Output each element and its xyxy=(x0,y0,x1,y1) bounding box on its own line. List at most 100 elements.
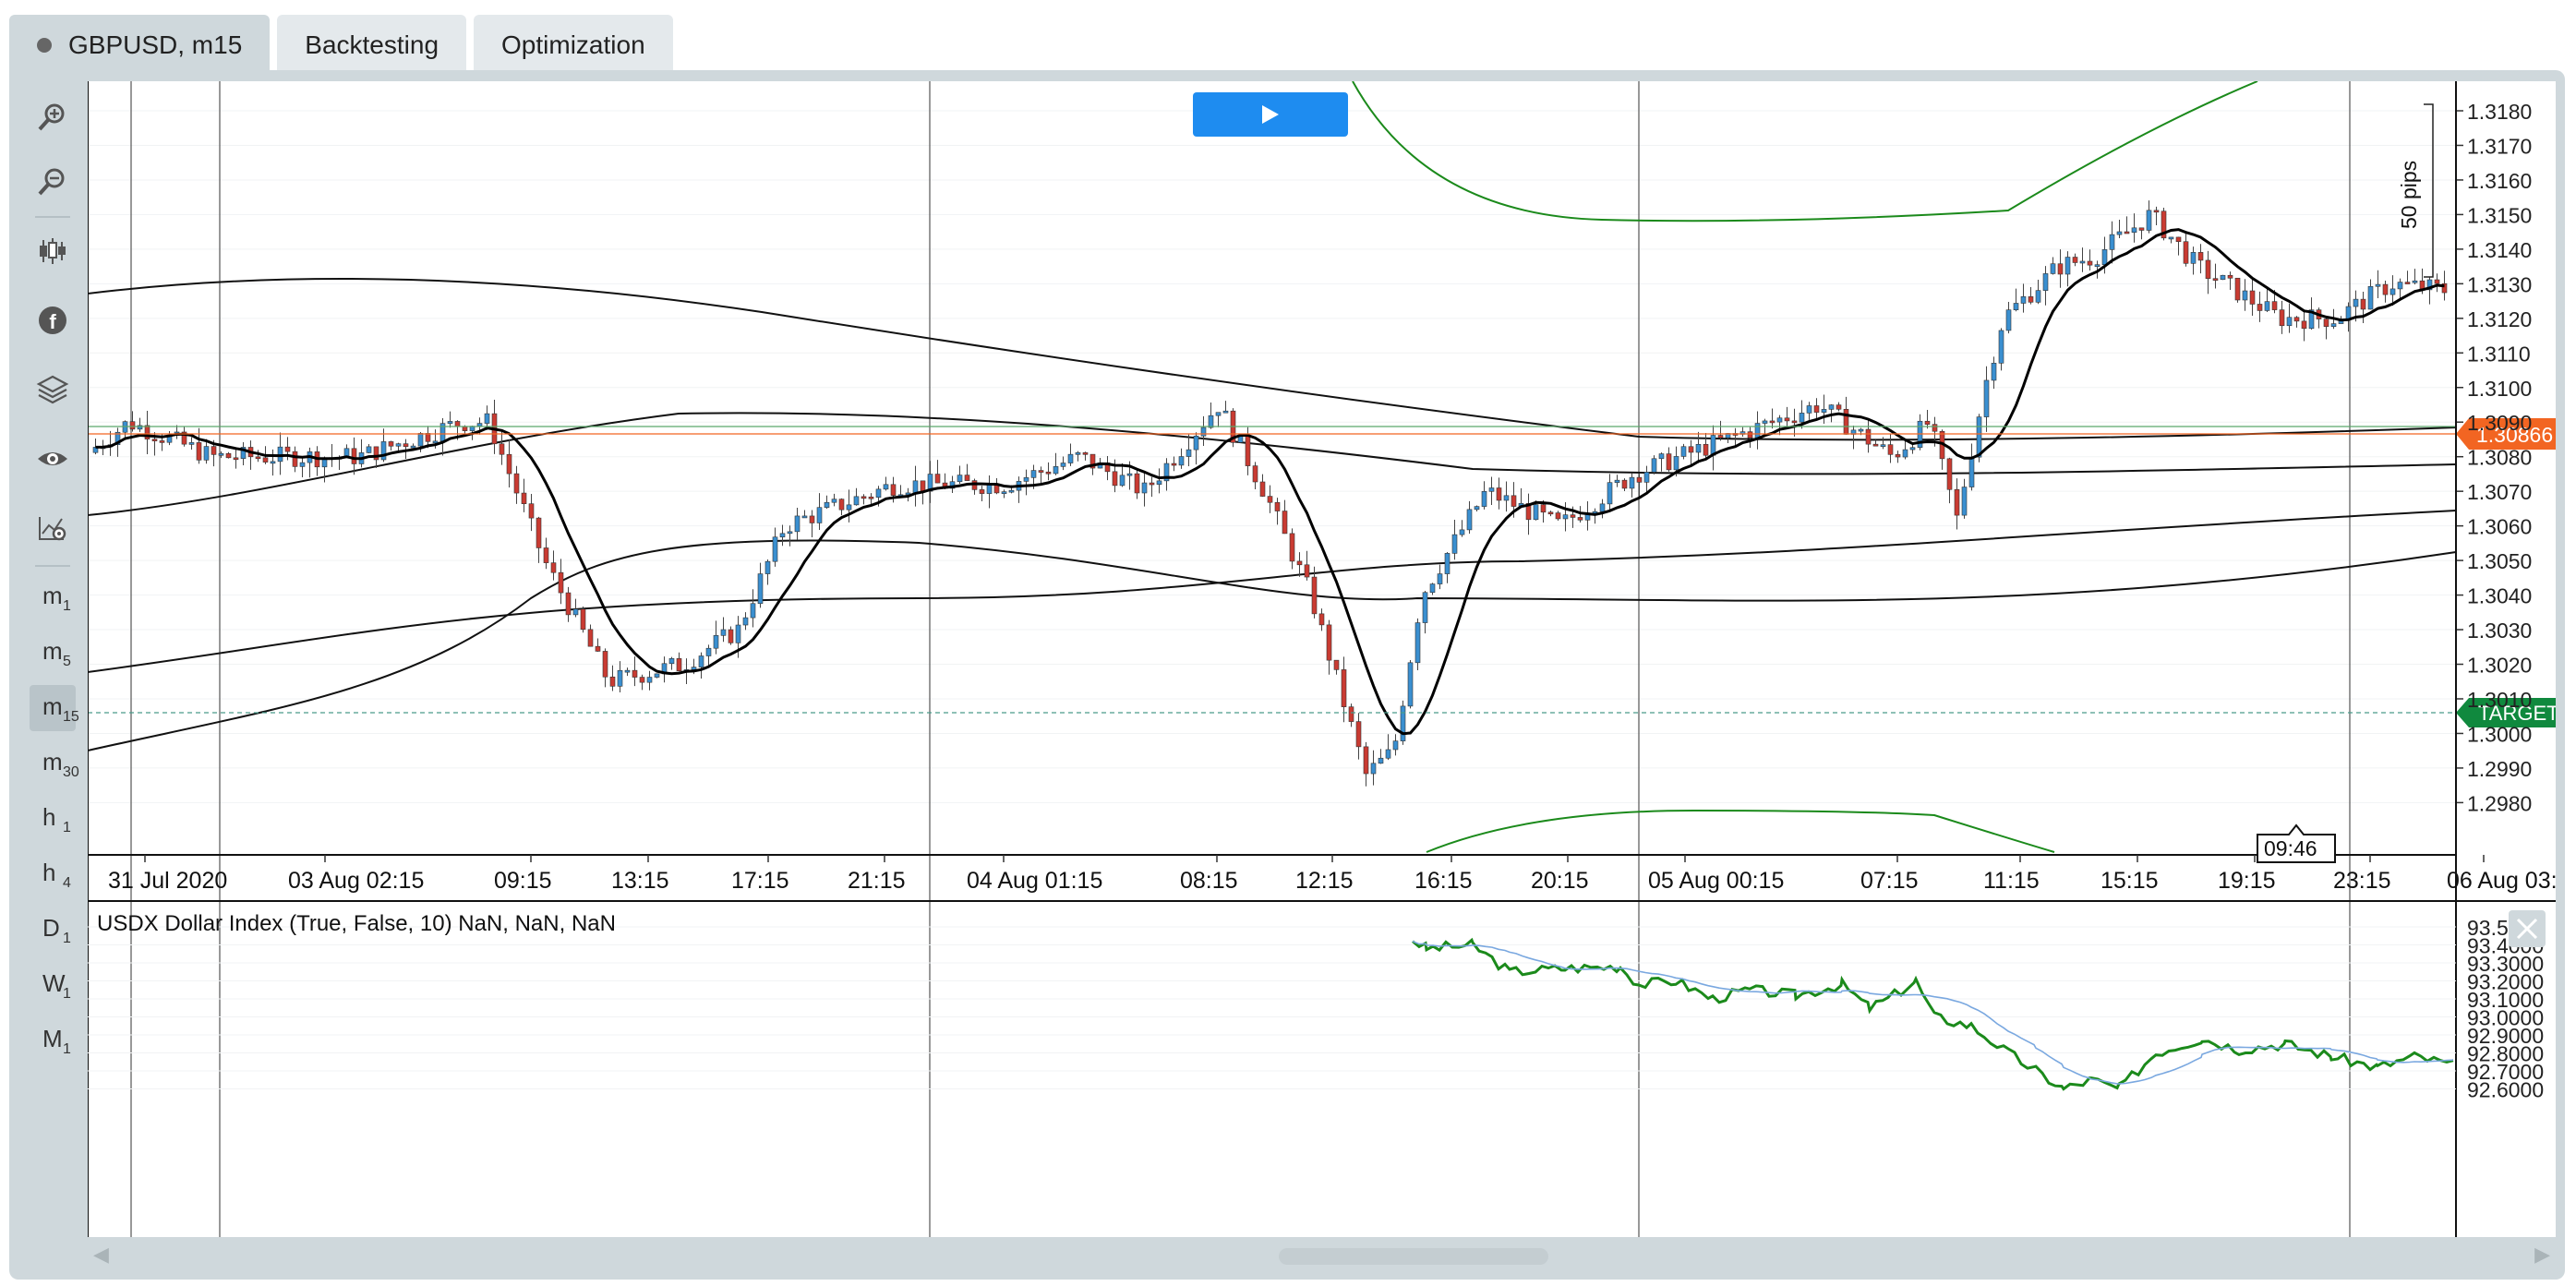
bull-candle xyxy=(2101,249,2108,266)
price-tick-label: 1.3000 xyxy=(2467,722,2532,746)
bear-candle xyxy=(1813,405,1820,413)
bull-candle xyxy=(2168,236,2174,240)
usdx-ma-line xyxy=(1412,940,2454,1085)
bull-candle xyxy=(572,608,579,616)
bull-candle xyxy=(1651,458,1657,473)
bear-candle xyxy=(1666,453,1672,471)
bear-candle xyxy=(1252,465,1258,483)
bull-candle xyxy=(2242,290,2248,301)
bear-candle xyxy=(890,484,897,496)
scroll-thumb[interactable] xyxy=(1279,1248,1548,1265)
bear-candle xyxy=(1769,420,1776,424)
bull-candle xyxy=(1754,423,1761,439)
timeframe-m15-button[interactable]: m 15 xyxy=(30,685,79,731)
bear-candle xyxy=(1245,435,1251,466)
day-separators xyxy=(130,81,2351,1237)
bear-candle xyxy=(284,446,291,452)
bull-candle xyxy=(2042,273,2049,291)
time-tick-label: 04 Aug 01:15 xyxy=(967,868,1102,894)
zoom-out-icon[interactable] xyxy=(30,159,76,205)
timeframe-m30-button[interactable]: m 30 xyxy=(42,748,79,780)
candles-icon[interactable] xyxy=(30,228,76,274)
bear-candle xyxy=(151,439,158,441)
bull-candle xyxy=(417,433,424,447)
bear-candle xyxy=(499,443,505,455)
bull-candle xyxy=(2146,210,2152,231)
usdx-indicator-title: USDX Dollar Index (True, False, 10) NaN,… xyxy=(97,911,616,936)
bull-candle xyxy=(794,515,800,533)
usdx-tick-label: 93.3000 xyxy=(2467,952,2544,976)
bear-candle xyxy=(1791,420,1798,424)
tab-backtesting[interactable]: Backtesting xyxy=(277,15,467,72)
bull-candle xyxy=(875,488,882,499)
bear-candle xyxy=(587,629,594,647)
scroll-right-icon[interactable]: ▶ xyxy=(2534,1243,2550,1266)
indicator-f-icon[interactable]: f xyxy=(30,297,76,343)
zoom-in-icon[interactable] xyxy=(30,94,76,140)
bull-candle xyxy=(927,474,933,492)
price-tick-label: 1.3020 xyxy=(2467,654,2532,678)
price-tick-label: 1.3030 xyxy=(2467,619,2532,643)
bull-candle xyxy=(1533,504,1539,521)
close-icon[interactable] xyxy=(2516,918,2538,940)
eye-icon[interactable] xyxy=(30,436,76,482)
bear-candle xyxy=(2028,296,2034,303)
bull-candle xyxy=(698,655,704,667)
bear-candle xyxy=(639,677,645,683)
tab-chart-gbpusd[interactable]: GBPUSD, m15 xyxy=(9,15,271,72)
tab-bar: GBPUSD, m15 Backtesting Optimization xyxy=(9,15,673,72)
bull-candle xyxy=(2079,260,2086,264)
scroll-left-icon[interactable]: ◀ xyxy=(93,1243,109,1266)
bull-candle xyxy=(188,442,195,445)
usdx-tick-label: 93.2000 xyxy=(2467,970,2544,994)
bull-candle xyxy=(2190,252,2197,264)
bull-candle xyxy=(1023,477,1029,482)
time-tick-label: 21:15 xyxy=(848,868,906,894)
bear-candle xyxy=(2434,279,2440,284)
bear-candle xyxy=(129,421,136,430)
bear-candle xyxy=(1282,511,1288,535)
bear-candle xyxy=(1348,706,1354,722)
price-tick-label: 1.3180 xyxy=(2467,100,2532,124)
price-tick-label: 1.3160 xyxy=(2467,169,2532,193)
pips-ruler xyxy=(2424,103,2434,278)
bull-candle xyxy=(1902,449,1908,458)
price-tick-label: 1.3130 xyxy=(2467,272,2532,296)
bull-candle xyxy=(1392,740,1399,751)
horizontal-scrollbar[interactable]: ◀ ▶ xyxy=(88,1243,2556,1270)
envelope-bands xyxy=(88,81,2457,853)
chart-settings-icon[interactable] xyxy=(30,505,76,551)
chart-area[interactable]: 1.30866 TARGET 1.3180 1.3170 1.3160 1.3150 1.… xyxy=(88,81,2556,1237)
price-tick-label: 1.3150 xyxy=(2467,203,2532,227)
bull-candle xyxy=(1466,509,1473,531)
bear-candle xyxy=(1267,496,1273,503)
bear-candle xyxy=(2293,317,2300,322)
bull-candle xyxy=(1968,456,1975,487)
axes: 1.3180 1.3170 1.3160 1.3150 1.3140 1.3130 1.31… xyxy=(88,81,2556,1237)
bear-candle xyxy=(536,517,542,548)
bull-candle xyxy=(203,446,210,461)
bull-candle xyxy=(2375,283,2381,287)
time-tick-label: 20:15 xyxy=(1531,868,1589,894)
bear-candle xyxy=(1496,487,1502,501)
bear-candle xyxy=(580,608,586,631)
bull-candle xyxy=(1008,489,1015,493)
play-icon[interactable] xyxy=(1262,105,1279,124)
bear-candle xyxy=(403,443,409,448)
bull-candle xyxy=(1658,453,1665,460)
tab-optimization[interactable]: Optimization xyxy=(474,15,673,72)
bull-candle xyxy=(114,431,121,445)
bear-candle xyxy=(1311,576,1318,615)
layers-icon[interactable] xyxy=(30,367,76,413)
target-marker xyxy=(2456,697,2556,727)
bull-candle xyxy=(2050,263,2056,274)
time-tick-label: 17:15 xyxy=(731,868,789,894)
